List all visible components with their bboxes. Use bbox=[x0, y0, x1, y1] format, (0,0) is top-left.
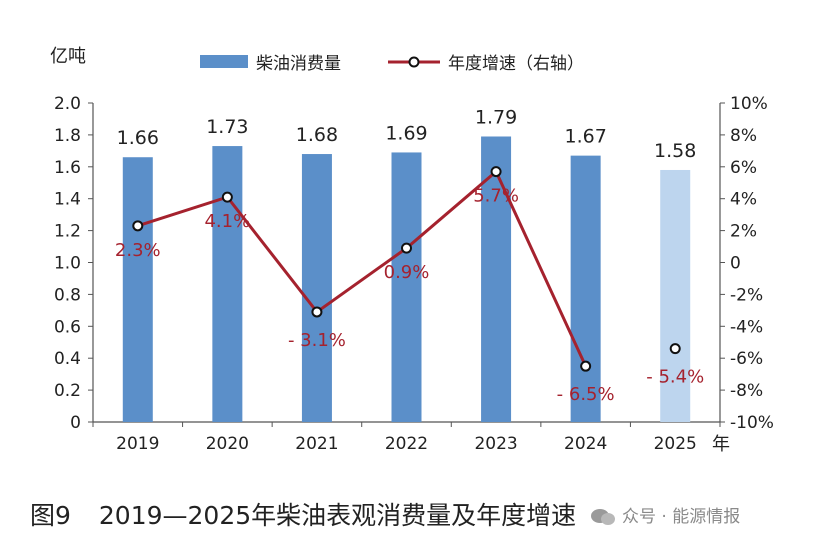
figure-title: 2019—2025年柴油表观消费量及年度增速 bbox=[98, 501, 577, 530]
y-right-tick-label: -8% bbox=[730, 381, 763, 401]
growth-label-2020: 4.1% bbox=[204, 211, 250, 232]
bar-label-2021: 1.68 bbox=[296, 124, 338, 146]
y-right-tick-label: 10% bbox=[730, 94, 768, 114]
watermark: 众号 · 能源情报 bbox=[590, 502, 740, 527]
y-left-tick-label: 1.2 bbox=[54, 222, 81, 242]
bar-label-2025: 1.58 bbox=[654, 140, 696, 162]
growth-point-2023 bbox=[490, 166, 502, 178]
growth-line-series bbox=[132, 166, 681, 372]
x-tick-label: 2021 bbox=[295, 434, 338, 454]
y-left-tick-label: 0 bbox=[70, 413, 81, 433]
y-left-tick-label: 0.4 bbox=[54, 349, 81, 369]
bar-2025 bbox=[660, 169, 691, 422]
figure-number: 图9 bbox=[30, 501, 71, 530]
y-right-tick-label: 4% bbox=[730, 190, 757, 210]
legend-line-label: 年度增速（右轴） bbox=[448, 54, 584, 74]
bar-label-2023: 1.79 bbox=[475, 106, 517, 128]
y-left-tick-label: 0.8 bbox=[54, 285, 81, 305]
y-right-tick-label: 6% bbox=[730, 158, 757, 178]
y-right-tick-label: -6% bbox=[730, 349, 763, 369]
growth-label-2023: 5.7% bbox=[473, 186, 519, 207]
y-left-tick-label: 2.0 bbox=[54, 94, 81, 114]
x-tick-label: 2022 bbox=[385, 434, 428, 454]
y-right-tick-label: -4% bbox=[730, 317, 763, 337]
watermark-text: 众号 · 能源情报 bbox=[622, 507, 741, 527]
bar-2019 bbox=[122, 157, 153, 423]
legend: 柴油消费量 年度增速（右轴） bbox=[200, 54, 584, 74]
x-tick-label: 2023 bbox=[474, 434, 517, 454]
x-axis-unit: 年 bbox=[712, 434, 730, 455]
bar-data-labels: 1.66 1.73 1.68 1.69 1.79 1.67 1.58 bbox=[117, 106, 697, 161]
y-left-tick-label: 0.2 bbox=[54, 381, 81, 401]
x-tick-label: 2020 bbox=[206, 434, 249, 454]
growth-point-2024 bbox=[580, 360, 592, 372]
growth-data-labels: 2.3% 4.1% - 3.1% 0.9% 5.7% - 6.5% - 5.4% bbox=[115, 186, 704, 406]
growth-point-2020 bbox=[221, 191, 233, 203]
y-left-tick-label: 1.4 bbox=[54, 190, 81, 210]
y-right-tick-label: 0 bbox=[730, 254, 741, 274]
growth-point-2022 bbox=[401, 242, 412, 254]
x-tick-label: 2025 bbox=[654, 434, 697, 454]
x-tick-label: 2019 bbox=[116, 434, 159, 454]
growth-line bbox=[137, 169, 588, 367]
growth-point-2019 bbox=[132, 220, 144, 232]
growth-label-2022: 0.9% bbox=[384, 262, 430, 283]
chart: 0 0.2 0.4 0.6 0.8 1.0 1.2 1.4 1.6 1.8 2.0 -10% -8% -6… bbox=[50, 46, 774, 455]
bar-label-2019: 1.66 bbox=[117, 127, 159, 149]
growth-label-2025: - 5.4% bbox=[646, 367, 704, 388]
growth-point-2025 bbox=[669, 343, 681, 355]
bar-series bbox=[122, 136, 691, 423]
growth-label-2024: - 6.5% bbox=[557, 384, 615, 405]
y-right-tick-label: 2% bbox=[730, 222, 757, 242]
figure-caption: 图9 2019—2025年柴油表观消费量及年度增速 bbox=[30, 496, 576, 532]
y-left-tick-label: 1.8 bbox=[54, 126, 81, 146]
y-right-tick-label: -2% bbox=[730, 285, 763, 305]
legend-bar-label: 柴油消费量 bbox=[256, 54, 341, 74]
x-tick-label: 2024 bbox=[564, 434, 607, 454]
growth-point-2021 bbox=[311, 306, 323, 318]
y-left-tick-label: 1.6 bbox=[54, 158, 81, 178]
bar-label-2020: 1.73 bbox=[206, 116, 248, 138]
wechat-icon bbox=[591, 509, 615, 525]
bar-2023 bbox=[481, 136, 512, 422]
bar-2020 bbox=[212, 146, 243, 422]
bar-2021 bbox=[301, 154, 332, 423]
bar-label-2024: 1.67 bbox=[564, 126, 606, 148]
y-left-tick-label: 1.0 bbox=[54, 254, 81, 274]
legend-bar-swatch bbox=[200, 55, 248, 68]
y-right-tick-label: -10% bbox=[730, 413, 774, 433]
y-axis-left-unit: 亿吨 bbox=[50, 46, 86, 67]
axes: 0 0.2 0.4 0.6 0.8 1.0 1.2 1.4 1.6 1.8 2.0 -10% -8% -6… bbox=[54, 94, 774, 454]
legend-line-marker bbox=[408, 56, 420, 68]
y-left-tick-label: 0.6 bbox=[54, 317, 81, 337]
bar-2024 bbox=[570, 155, 601, 422]
growth-label-2019: 2.3% bbox=[115, 240, 161, 261]
bar-2022 bbox=[391, 152, 422, 422]
bar-label-2022: 1.69 bbox=[385, 122, 427, 144]
y-right-tick-label: 8% bbox=[730, 126, 757, 146]
growth-label-2021: - 3.1% bbox=[288, 330, 346, 351]
